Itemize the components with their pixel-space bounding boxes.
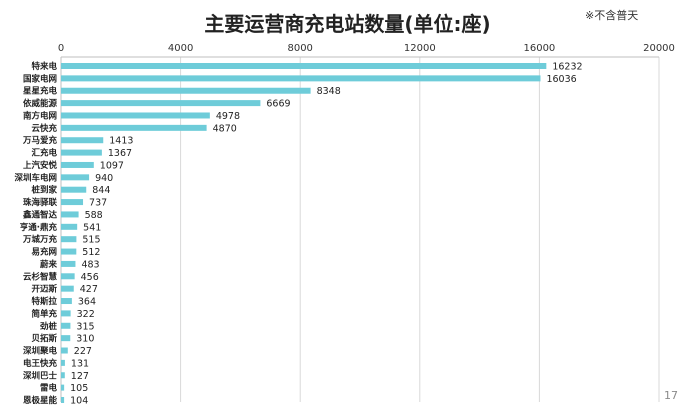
value-label: 737 [89, 198, 107, 209]
bar [61, 161, 94, 168]
bar [61, 372, 65, 379]
value-label: 1367 [108, 148, 132, 159]
value-label: 131 [71, 358, 89, 369]
x-tick-label: 8000 [287, 43, 312, 54]
category-label: 桩到家 [31, 185, 57, 196]
bar [61, 100, 261, 107]
bar [61, 384, 65, 391]
bar [61, 137, 104, 144]
category-label: 特斯拉 [31, 296, 57, 307]
bar [61, 149, 102, 156]
bar [61, 322, 71, 329]
page-number: 17 [664, 389, 678, 402]
bar [61, 75, 541, 82]
x-tick-label: 16000 [523, 43, 555, 54]
category-label: 深圳车电网 [14, 172, 57, 183]
category-label: 万城万充 [22, 234, 58, 245]
value-label: 322 [77, 309, 95, 320]
x-tick-label: 4000 [168, 43, 193, 54]
bar [61, 112, 210, 119]
bar [61, 273, 75, 280]
x-tick-label: 20000 [643, 43, 675, 54]
bar [61, 396, 65, 403]
category-label: 上汽安悦 [23, 160, 58, 171]
value-label: 364 [78, 297, 96, 308]
category-label: 国家电网 [23, 73, 57, 84]
bar [61, 174, 90, 181]
value-label: 315 [76, 321, 94, 332]
value-label: 515 [82, 235, 100, 246]
bar [61, 310, 71, 317]
category-label: 万马爱充 [22, 135, 58, 146]
bar [61, 124, 207, 131]
category-label: 汇充电 [31, 148, 57, 159]
category-label: 特来电 [31, 61, 57, 72]
value-label: 104 [70, 395, 88, 406]
category-label: 劲桩 [40, 321, 58, 332]
category-label: 深圳巴士 [23, 370, 58, 381]
category-label: 珠海驿联 [23, 197, 58, 208]
bar [61, 199, 84, 206]
bar [61, 335, 71, 342]
value-label: 4870 [213, 123, 237, 134]
value-label: 512 [82, 247, 100, 258]
category-label: 依威能源 [23, 98, 58, 109]
category-label: 雷电 [40, 383, 58, 394]
category-label: 蔚来 [40, 259, 58, 270]
category-label: 电王快充 [23, 358, 58, 369]
bar [61, 223, 78, 230]
bar [61, 63, 547, 69]
value-label: 4978 [216, 111, 240, 122]
value-label: 127 [71, 371, 89, 382]
value-label: 16232 [552, 62, 582, 73]
category-label: 贝拓斯 [31, 333, 57, 344]
category-label: 云快充 [31, 123, 57, 134]
category-label: 简单充 [31, 308, 57, 319]
bar [61, 87, 311, 94]
category-label: 鑫通智达 [22, 209, 58, 220]
value-label: 427 [80, 284, 98, 295]
category-label: 亨通·鼎充 [20, 222, 58, 233]
bar [61, 236, 77, 243]
category-label: 南方电网 [23, 110, 57, 121]
value-label: 310 [76, 334, 94, 345]
value-label: 105 [70, 383, 88, 394]
bar [61, 248, 77, 255]
bar [61, 359, 65, 366]
value-label: 940 [95, 173, 113, 184]
value-label: 1097 [100, 160, 124, 171]
bar [61, 211, 79, 218]
value-label: 16036 [546, 74, 576, 85]
value-label: 8348 [317, 86, 341, 97]
category-label: 深圳聚电 [23, 346, 58, 357]
category-label: 易充网 [31, 247, 57, 258]
category-label: 开迈斯 [31, 284, 57, 295]
category-label: 云杉智慧 [23, 271, 58, 282]
bar [61, 347, 68, 354]
value-label: 456 [81, 272, 99, 283]
x-tick-label: 12000 [404, 43, 436, 54]
bar [61, 285, 74, 292]
chart-note: ※不含普天 [585, 9, 639, 22]
bar [61, 186, 87, 193]
chart-title: 主要运营商充电站数量(单位:座) [204, 12, 491, 36]
value-label: 483 [81, 259, 99, 270]
category-label: 恩极星能 [23, 395, 58, 406]
value-label: 541 [83, 222, 101, 233]
value-label: 1413 [109, 136, 133, 147]
value-label: 227 [74, 346, 92, 357]
x-tick-label: 0 [58, 43, 64, 54]
category-label: 星星充电 [23, 86, 58, 97]
bar [61, 260, 76, 267]
value-label: 844 [92, 185, 110, 196]
value-label: 6669 [266, 99, 290, 110]
value-label: 588 [85, 210, 103, 221]
bar [61, 298, 72, 305]
